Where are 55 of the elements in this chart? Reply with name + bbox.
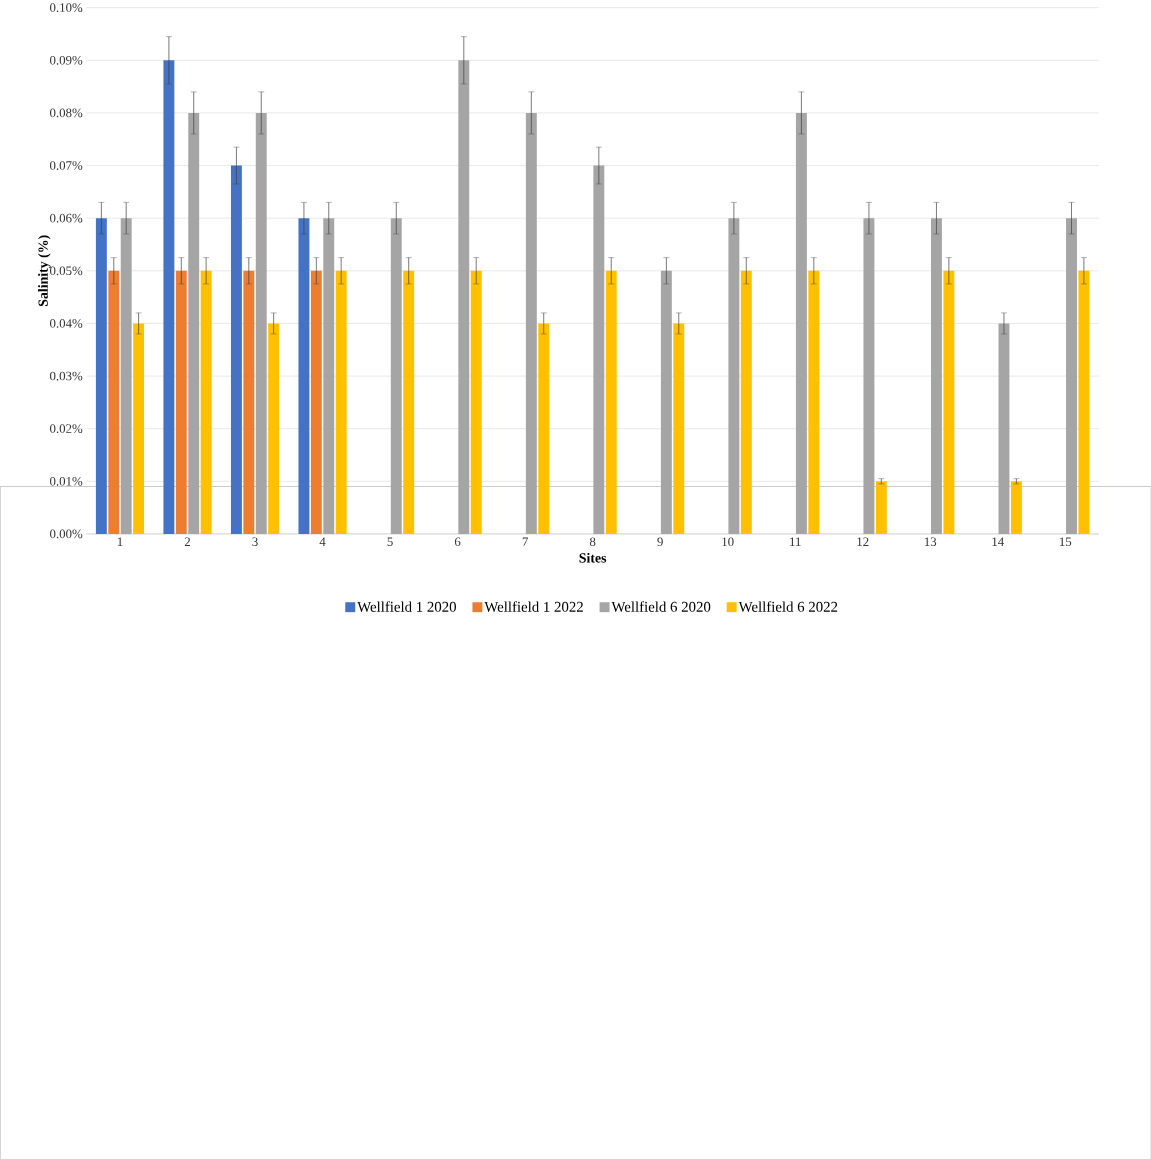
x-tick-label: 1 <box>117 537 123 546</box>
bar <box>673 323 685 534</box>
y-tick-label: 0.01% <box>49 476 83 486</box>
y-tick-label: 0.03% <box>49 371 83 381</box>
x-tick-label: 6 <box>454 537 461 547</box>
bar <box>163 60 175 534</box>
bar <box>470 270 482 534</box>
y-tick-label: 0.02% <box>49 424 83 434</box>
bar <box>310 270 322 534</box>
bar <box>200 270 212 534</box>
x-tick-label: 13 <box>924 537 936 547</box>
y-tick-label: 0.08% <box>49 108 83 118</box>
x-tick-label: 9 <box>657 537 663 547</box>
x-tick-label: 8 <box>589 537 596 547</box>
bar <box>298 218 310 534</box>
legend-label: Wellfield 6 2022 <box>738 601 837 612</box>
x-axis-title: Sites <box>579 552 606 563</box>
y-tick-label: 0.07% <box>49 161 83 170</box>
legend-label: Wellfield 6 2020 <box>611 601 711 612</box>
y-axis-title: Salinity (%) <box>37 235 51 307</box>
bar <box>605 270 617 534</box>
y-tick-label: 0.04% <box>49 319 83 328</box>
x-tick-label: 14 <box>992 537 1004 546</box>
y-tick-label: 0.00% <box>49 529 83 539</box>
bar <box>1078 270 1090 534</box>
bar <box>1010 481 1022 534</box>
bar <box>740 270 752 534</box>
bar <box>403 270 414 534</box>
y-tick-label: 0.09% <box>49 55 83 65</box>
y-tick-label: 0.10% <box>49 3 83 13</box>
x-tick-label: 3 <box>252 537 258 547</box>
bar <box>243 270 255 534</box>
x-tick-label: 11 <box>789 537 801 546</box>
x-tick-label: 4 <box>319 537 326 546</box>
bar <box>538 323 549 534</box>
y-tick-label: 0.05% <box>49 266 83 276</box>
bar <box>267 323 279 534</box>
bar <box>943 270 955 534</box>
bar <box>335 270 347 534</box>
bar <box>175 270 187 534</box>
legend-label: Wellfield 1 2022 <box>484 601 583 612</box>
x-tick-label: 7 <box>522 537 528 546</box>
x-tick-label: 5 <box>387 537 393 546</box>
x-tick-label: 2 <box>184 537 190 546</box>
bar <box>108 270 120 534</box>
y-tick-label: 0.06% <box>49 213 83 223</box>
bar <box>808 270 820 534</box>
legend-label: Wellfield 1 2020 <box>357 601 456 612</box>
x-tick-label: 15 <box>1059 537 1072 547</box>
bar <box>230 165 242 534</box>
bar <box>95 218 107 534</box>
bar <box>875 481 887 534</box>
x-tick-label: 10 <box>722 537 734 547</box>
bar <box>132 323 144 534</box>
x-tick-label: 12 <box>857 537 869 546</box>
